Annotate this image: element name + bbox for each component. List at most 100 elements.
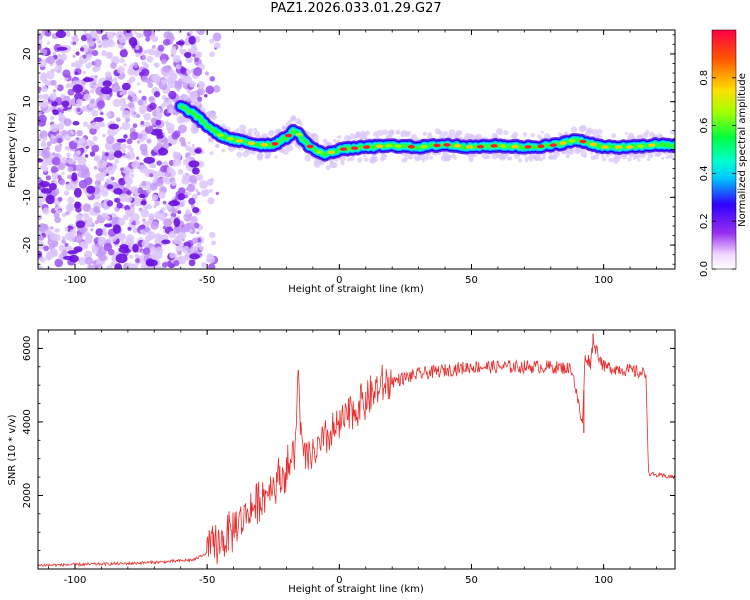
- noise-point: [61, 212, 67, 218]
- noise-point: [198, 83, 204, 89]
- noise-point: [72, 54, 76, 58]
- noise-point: [144, 234, 152, 242]
- noise-point: [106, 96, 111, 101]
- noise-point: [67, 245, 73, 252]
- noise-blob: [100, 86, 113, 95]
- noise-point: [208, 188, 213, 193]
- noise-point: [57, 112, 63, 117]
- noise-point: [119, 178, 123, 182]
- noise-point: [190, 215, 199, 224]
- ridge-halo: [602, 157, 607, 162]
- ridge-halo: [637, 158, 641, 162]
- noise-point: [126, 30, 132, 34]
- ridge-peak: [433, 143, 441, 148]
- y-tick-label: 0: [22, 146, 33, 152]
- noise-blob: [150, 131, 163, 136]
- noise-point: [90, 98, 96, 104]
- x-tick-label: 100: [594, 575, 613, 586]
- noise-point: [102, 151, 106, 155]
- noise-point: [171, 180, 177, 187]
- noise-point: [118, 34, 122, 39]
- noise-point: [105, 178, 113, 186]
- noise-point: [172, 151, 182, 161]
- noise-point: [82, 108, 86, 112]
- noise-point: [114, 81, 119, 87]
- colorbar-gradient: [711, 29, 737, 270]
- noise-point: [206, 178, 214, 186]
- ridge-halo: [565, 154, 570, 159]
- noise-point: [162, 142, 170, 150]
- noise-point: [103, 242, 113, 252]
- noise-point: [191, 143, 195, 147]
- noise-point: [168, 108, 174, 114]
- noise-point: [42, 166, 49, 173]
- noise-point: [126, 36, 131, 41]
- noise-point: [201, 261, 208, 268]
- noise-point: [135, 220, 141, 225]
- noise-blob: [192, 206, 200, 214]
- noise-point: [144, 125, 154, 134]
- ridge-peak: [248, 141, 256, 145]
- noise-point: [172, 54, 181, 63]
- noise-point: [85, 145, 90, 149]
- ridge-halo: [265, 154, 271, 159]
- ridge-halo: [538, 157, 543, 162]
- noise-blob: [55, 30, 67, 39]
- noise-point: [151, 73, 161, 83]
- noise-point: [39, 48, 48, 56]
- ridge-halo: [362, 153, 367, 158]
- ridge-peak: [511, 144, 519, 149]
- noise-point: [105, 146, 110, 151]
- noise-point: [82, 203, 92, 212]
- noise-blob: [73, 246, 83, 253]
- ridge-peak: [589, 142, 597, 147]
- noise-point: [64, 227, 69, 232]
- noise-point: [185, 145, 191, 151]
- noise-point: [177, 169, 184, 175]
- ridge-halo: [570, 126, 578, 133]
- noise-point: [143, 49, 148, 54]
- noise-point: [133, 64, 138, 69]
- colorbar-tick-label: 0.4: [699, 165, 710, 181]
- noise-point: [141, 239, 150, 248]
- ridge-halo: [247, 128, 254, 134]
- noise-point: [146, 138, 152, 144]
- noise-blob: [45, 194, 55, 205]
- noise-point: [42, 207, 50, 215]
- noise-point: [129, 131, 139, 141]
- noise-point: [172, 163, 176, 167]
- noise-point: [177, 256, 183, 262]
- noise-point: [87, 264, 95, 269]
- noise-point: [193, 222, 200, 229]
- noise-point: [110, 261, 116, 267]
- ridge-halo: [395, 129, 401, 135]
- noise-blob: [86, 185, 96, 194]
- noise-point: [138, 71, 144, 77]
- ridge-halo: [322, 138, 328, 144]
- noise-point: [69, 228, 77, 236]
- ridge-peak: [363, 145, 371, 149]
- noise-point: [188, 146, 198, 156]
- ridge-peak: [443, 143, 451, 147]
- noise-point: [75, 51, 80, 56]
- ridge-halo: [239, 124, 246, 132]
- ridge-halo: [382, 129, 389, 135]
- noise-point: [88, 54, 93, 59]
- noise-blob: [177, 193, 186, 201]
- noise-point: [144, 121, 151, 128]
- noise-blob: [132, 243, 139, 253]
- noise-blob: [71, 172, 78, 182]
- noise-point: [140, 120, 145, 125]
- ridge-halo: [181, 118, 186, 123]
- noise-blob: [115, 253, 128, 264]
- ridge-peak: [648, 143, 656, 147]
- noise-blob: [188, 160, 200, 168]
- y-tick-label: 20: [22, 48, 33, 61]
- ridge-halo: [421, 159, 425, 163]
- noise-point: [38, 94, 44, 100]
- noise-point: [38, 222, 47, 232]
- noise-point: [169, 40, 173, 44]
- noise-point: [162, 65, 170, 73]
- noise-point: [110, 62, 117, 69]
- noise-point: [117, 43, 123, 49]
